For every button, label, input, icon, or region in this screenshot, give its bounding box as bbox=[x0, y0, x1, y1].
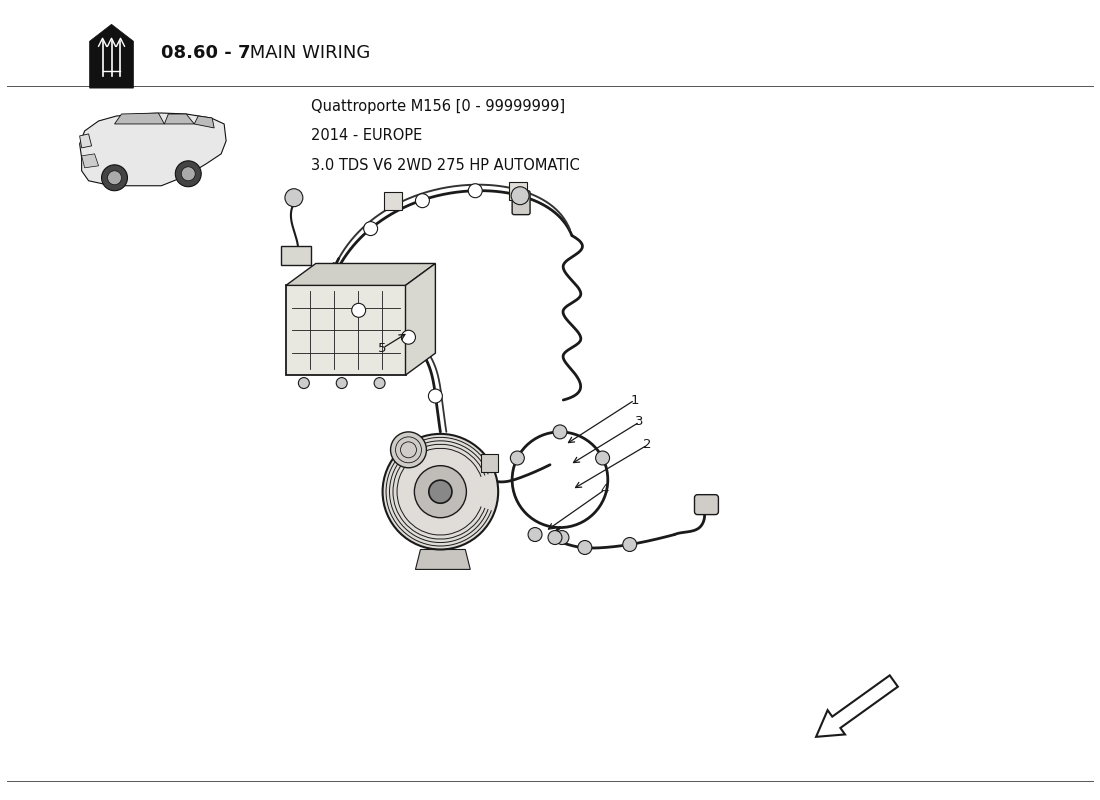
Circle shape bbox=[429, 480, 452, 503]
FancyBboxPatch shape bbox=[481, 454, 498, 472]
Circle shape bbox=[578, 541, 592, 554]
Circle shape bbox=[298, 378, 309, 389]
Circle shape bbox=[175, 161, 201, 186]
Polygon shape bbox=[416, 550, 471, 570]
Polygon shape bbox=[79, 113, 227, 186]
FancyBboxPatch shape bbox=[694, 494, 718, 514]
Polygon shape bbox=[114, 113, 164, 124]
FancyArrow shape bbox=[816, 675, 898, 737]
Circle shape bbox=[285, 189, 303, 206]
Circle shape bbox=[556, 530, 569, 545]
Text: Quattroporte M156 [0 - 99999999]: Quattroporte M156 [0 - 99999999] bbox=[311, 98, 565, 114]
Polygon shape bbox=[406, 263, 436, 375]
Polygon shape bbox=[195, 116, 214, 128]
Circle shape bbox=[182, 167, 195, 181]
Circle shape bbox=[428, 389, 442, 403]
Circle shape bbox=[528, 527, 542, 542]
Text: 3.0 TDS V6 2WD 275 HP AUTOMATIC: 3.0 TDS V6 2WD 275 HP AUTOMATIC bbox=[311, 158, 580, 174]
Circle shape bbox=[383, 434, 498, 550]
Circle shape bbox=[553, 425, 566, 439]
Circle shape bbox=[548, 530, 562, 545]
Circle shape bbox=[623, 538, 637, 551]
Circle shape bbox=[374, 378, 385, 389]
Circle shape bbox=[415, 466, 466, 518]
FancyBboxPatch shape bbox=[509, 182, 527, 200]
Circle shape bbox=[108, 170, 121, 185]
Circle shape bbox=[469, 184, 482, 198]
Polygon shape bbox=[89, 24, 133, 88]
Polygon shape bbox=[79, 134, 91, 148]
Circle shape bbox=[512, 186, 529, 205]
Polygon shape bbox=[164, 114, 195, 124]
FancyBboxPatch shape bbox=[513, 190, 530, 214]
Text: MAIN WIRING: MAIN WIRING bbox=[244, 44, 370, 62]
Circle shape bbox=[510, 451, 525, 465]
Polygon shape bbox=[81, 154, 99, 168]
Polygon shape bbox=[286, 263, 436, 286]
Circle shape bbox=[364, 222, 377, 235]
Circle shape bbox=[595, 451, 609, 465]
Circle shape bbox=[416, 194, 429, 208]
Circle shape bbox=[101, 165, 128, 190]
Text: 2014 - EUROPE: 2014 - EUROPE bbox=[311, 129, 422, 143]
Text: 3: 3 bbox=[636, 415, 644, 429]
Text: 08.60 - 7: 08.60 - 7 bbox=[162, 44, 251, 62]
FancyBboxPatch shape bbox=[286, 286, 406, 375]
Text: 4: 4 bbox=[601, 483, 609, 496]
Circle shape bbox=[337, 378, 348, 389]
Circle shape bbox=[402, 330, 416, 344]
Text: 1: 1 bbox=[630, 394, 639, 406]
Text: 2: 2 bbox=[644, 438, 652, 451]
FancyBboxPatch shape bbox=[280, 246, 311, 266]
Text: 5: 5 bbox=[378, 342, 387, 354]
Circle shape bbox=[352, 303, 365, 318]
Circle shape bbox=[390, 432, 427, 468]
FancyBboxPatch shape bbox=[384, 192, 402, 210]
